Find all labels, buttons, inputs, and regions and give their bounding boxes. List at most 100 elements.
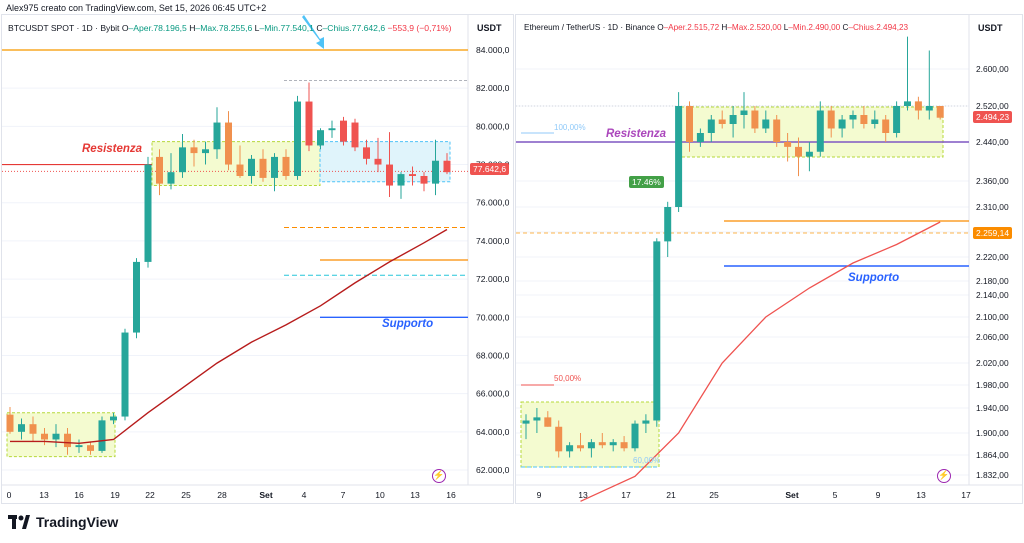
x-tick-label: 9 (876, 490, 881, 500)
eth-close-label: C (842, 23, 849, 32)
btc-open-label: O (121, 23, 129, 33)
candle (587, 442, 595, 449)
eth-chart-panel[interactable]: 2.600,00 2.520,00 2.440,00 2.360,00 2.310,00… (515, 14, 1023, 504)
btc-unit: USDT (477, 23, 502, 33)
x-tick-label: 28 (217, 490, 227, 500)
x-tick-label: Set (259, 490, 273, 500)
x-tick-label: 9 (537, 490, 542, 500)
btc-chart-panel[interactable]: 84.000,082.000,080.000,078.000,076.000,0… (1, 14, 514, 504)
eth-fib-50: 50,00% (554, 374, 582, 383)
y-tick-label: 1.900,00 (976, 428, 1009, 438)
candle (156, 156, 163, 184)
btc-support-label: Supporto (382, 318, 434, 330)
eth-low: –Min.2.490,00 (788, 23, 841, 32)
eth-high: –Max.2.520,00 (727, 23, 782, 32)
accumulation-zone (6, 412, 116, 458)
lightning-icon[interactable]: ⚡ (937, 469, 951, 483)
eth-support-label: Supporto (848, 272, 900, 284)
tradingview-logo: TradingView (8, 514, 118, 530)
candle (653, 241, 661, 421)
eth-chart-svg[interactable]: 2.600,00 2.520,00 2.440,00 2.360,00 2.310,00… (516, 15, 1022, 503)
y-tick-label: 70.000,0 (476, 312, 510, 322)
candle (838, 119, 846, 129)
candle (98, 420, 106, 451)
candle (64, 433, 71, 448)
candle (6, 414, 14, 432)
y-tick-label: 2.180,00 (976, 276, 1009, 286)
y-tick-label: 82.000,0 (476, 83, 510, 93)
x-tick-label: 19 (110, 490, 120, 500)
candle (816, 110, 824, 152)
x-tick-label: 7 (341, 490, 346, 500)
brand-name: TradingView (36, 514, 119, 530)
candle (914, 101, 922, 111)
candle (675, 106, 683, 207)
candle (729, 115, 737, 124)
candle (363, 147, 370, 159)
candle (305, 101, 313, 146)
candle (213, 122, 221, 150)
y-tick-label: 1.980,00 (976, 380, 1009, 390)
y-tick-label: 2.140,00 (976, 290, 1009, 300)
x-tick-label: 0 (7, 490, 12, 500)
candle (631, 423, 639, 449)
eth-open-label: O (657, 23, 664, 32)
x-tick-label: 10 (375, 490, 385, 500)
btc-price-tag: 77.642,6 (470, 163, 510, 175)
candle (893, 106, 901, 133)
candle (696, 133, 704, 142)
candle (882, 119, 890, 133)
candle (409, 174, 416, 176)
candle (340, 120, 347, 142)
x-tick-label: 16 (74, 490, 84, 500)
y-tick-label: 64.000,0 (476, 427, 510, 437)
y-tick-label: 68.000,0 (476, 350, 510, 360)
btc-symbol: BTCUSDT SPOT · 1D · Bybit (8, 23, 120, 33)
candle (202, 149, 209, 154)
candle (432, 160, 439, 184)
candle (555, 426, 563, 452)
tradingview-logo-icon (8, 515, 30, 529)
candle (664, 207, 672, 242)
y-tick-label: 84.000,0 (476, 45, 510, 55)
x-tick-label: 17 (621, 490, 631, 500)
candle (609, 442, 617, 446)
y-tick-label: 2.220,00 (976, 252, 1009, 262)
candle (397, 174, 405, 186)
candle (133, 261, 140, 333)
candle (179, 147, 186, 173)
btc-open: –Aper.78.196,5 (128, 23, 187, 33)
btc-low: –Min.77.540,1 (259, 23, 314, 33)
candle (827, 110, 835, 129)
candle (271, 156, 278, 178)
candle (577, 445, 584, 449)
y-tick-label: 72.000,0 (476, 274, 510, 284)
candle (598, 442, 606, 446)
x-tick-label: 25 (709, 490, 719, 500)
x-tick-label: Set (785, 490, 799, 500)
lightning-icon[interactable]: ⚡ (432, 469, 446, 483)
candle (849, 115, 857, 120)
distribution-zone (319, 141, 451, 183)
candle (871, 119, 879, 124)
candle (762, 119, 770, 129)
y-tick-label: 62.000,0 (476, 465, 510, 475)
candle (925, 106, 933, 111)
candle (190, 147, 198, 154)
y-tick-label: 1.864,00 (976, 450, 1009, 460)
y-tick-label: 2.020,00 (976, 358, 1009, 368)
x-tick-label: 22 (145, 490, 155, 500)
candle (936, 106, 944, 118)
candle (860, 115, 868, 124)
candle (805, 151, 813, 157)
candle (751, 110, 759, 129)
x-tick-label: 13 (410, 490, 420, 500)
btc-chart-svg[interactable]: 84.000,082.000,080.000,078.000,076.000,0… (2, 15, 513, 503)
eth-fib-100: 100,00% (554, 123, 586, 132)
candle (904, 101, 911, 106)
consolidation-zone (680, 106, 944, 158)
btc-low-label: L (254, 23, 260, 33)
x-tick-label: 5 (833, 490, 838, 500)
y-tick-label: 2.060,00 (976, 332, 1009, 342)
